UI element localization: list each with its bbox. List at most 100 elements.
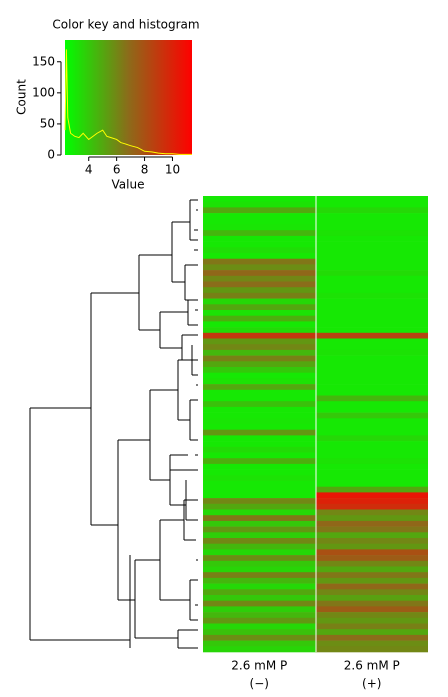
heatmap-cell: [315, 429, 428, 436]
heatmap-cell: [203, 538, 316, 544]
heatmap-cell: [315, 367, 428, 373]
heatmap-cell: [315, 321, 428, 328]
heatmap-cell: [203, 515, 316, 522]
heatmap-cell: [315, 372, 428, 379]
heatmap-cell: [315, 486, 428, 493]
heatmap-cell: [203, 253, 316, 259]
heatmap-cell: [315, 583, 428, 590]
heatmap-cell: [315, 258, 428, 265]
heatmap-cell: [315, 555, 428, 562]
heatmap-cell: [203, 560, 316, 567]
heatmap-cell: [203, 258, 316, 265]
heatmap-cell: [203, 486, 316, 493]
heatmap-cell: [203, 378, 316, 385]
heatmap-cell: [203, 395, 316, 402]
y-tick-label: 50: [40, 116, 55, 130]
heatmap-cell: [315, 623, 428, 630]
heatmap-cell: [203, 458, 316, 465]
heatmap-cell: [203, 230, 316, 237]
heatmap-cell: [315, 526, 428, 533]
heatmap-cell: [203, 270, 316, 277]
heatmap-cell: [315, 287, 428, 294]
heatmap-cell: [315, 589, 428, 596]
x-tick-label: 8: [141, 163, 149, 177]
heatmap-cell: [315, 292, 428, 299]
heatmap-cell: [203, 344, 316, 351]
heatmap-cell: [315, 572, 428, 579]
heatmap-cell: [203, 577, 316, 584]
heatmap-cell: [315, 207, 428, 214]
heatmap-cell: [315, 492, 428, 499]
heatmap-cell: [315, 196, 428, 202]
column-sublabel: (+): [362, 677, 381, 691]
heatmap-cell: [203, 207, 316, 214]
heatmap-cell: [315, 560, 428, 567]
heatmap-cell: [203, 469, 316, 476]
heatmap-cell: [315, 634, 428, 641]
heatmap-cell: [203, 424, 316, 430]
heatmap-cell: [203, 235, 316, 242]
heatmap-cell: [315, 315, 428, 322]
heatmap-cell: [203, 275, 316, 282]
heatmap-cell: [203, 583, 316, 590]
heatmap-cell: [203, 452, 316, 459]
heatmap-cell: [315, 458, 428, 465]
heatmap-cell: [315, 629, 428, 636]
heatmap-cell: [315, 595, 428, 601]
heatmap-cell: [203, 224, 316, 231]
heatmap-cell: [203, 406, 316, 413]
heatmap-cell: [203, 315, 316, 322]
heatmap-cell: [315, 538, 428, 544]
heatmap-cell: [203, 321, 316, 328]
heatmap-cell: [203, 481, 316, 487]
heatmap-cell: [203, 572, 316, 579]
heatmap-cell: [203, 441, 316, 448]
heatmap-cell: [315, 389, 428, 396]
heatmap-cell: [203, 509, 316, 516]
heatmap-cell: [315, 498, 428, 505]
heatmap-cell: [203, 292, 316, 299]
heatmap-cell: [203, 241, 316, 248]
heatmap-cell: [315, 577, 428, 584]
y-tick-label: 0: [47, 148, 55, 162]
heatmap-cell: [315, 264, 428, 271]
heatmap-cell: [315, 446, 428, 453]
heatmap-cell: [203, 646, 316, 653]
heatmap-cell: [203, 623, 316, 630]
heatmap-cell: [203, 338, 316, 345]
heatmap-cell: [203, 600, 316, 607]
heatmap-cell: [315, 435, 428, 442]
heatmap-cell: [315, 395, 428, 402]
heatmap-cell: [315, 441, 428, 448]
heatmap-cell: [203, 401, 316, 408]
key-title: Color key and histogram: [52, 18, 199, 32]
x-tick-label: 10: [165, 163, 180, 177]
heatmap-cell: [203, 281, 316, 288]
heatmap-cell: [315, 361, 428, 368]
heatmap-cell: [315, 612, 428, 619]
heatmap-cell: [203, 617, 316, 624]
column-label: 2.6 mM P: [231, 659, 287, 673]
heatmap-cell: [203, 606, 316, 613]
heatmap-cell: [315, 241, 428, 248]
heatmap-cell: [315, 606, 428, 613]
heatmap-cell: [315, 515, 428, 522]
heatmap-cell: [315, 213, 428, 220]
heatmap-cell: [315, 281, 428, 288]
x-tick-label: 6: [113, 163, 121, 177]
heatmap-cell: [203, 612, 316, 619]
heatmap-cell: [203, 372, 316, 379]
heatmap-cell: [203, 332, 316, 339]
heatmap-cell: [315, 344, 428, 351]
heatmap-cell: [203, 298, 316, 305]
heatmap-cell: [315, 503, 428, 510]
heatmap-cell: [315, 520, 428, 527]
heatmap-cell: [203, 543, 316, 550]
heatmap-cell: [315, 235, 428, 242]
heatmap-cell: [203, 196, 316, 202]
heatmap-cell: [203, 549, 316, 556]
column-sublabel: (−): [250, 677, 269, 691]
heatmap-cell: [203, 247, 316, 254]
heatmap-cell: [203, 595, 316, 601]
